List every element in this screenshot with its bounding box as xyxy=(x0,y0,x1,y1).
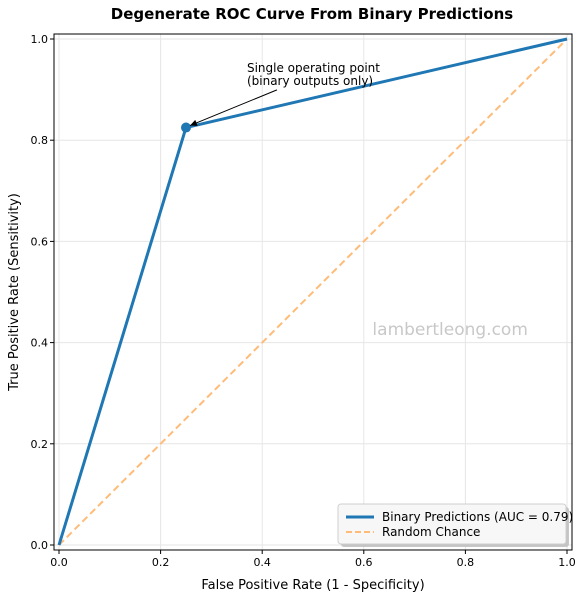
random-chance-line xyxy=(58,38,568,546)
chart-title: Degenerate ROC Curve From Binary Predict… xyxy=(111,5,514,23)
y-tick-label: 1.0 xyxy=(31,33,49,46)
x-tick-label: 0.2 xyxy=(152,556,170,569)
annotation-arrowhead xyxy=(190,119,198,126)
plot-frame xyxy=(53,33,573,551)
x-tick-label: 0.0 xyxy=(50,556,68,569)
annotation-arrow xyxy=(189,89,278,127)
x-axis-label: False Positive Rate (1 - Specificity) xyxy=(201,578,424,593)
x-tick-label: 0.8 xyxy=(457,556,475,569)
legend-label: Binary Predictions (AUC = 0.79) xyxy=(382,510,573,524)
annotation-text: Single operating point xyxy=(247,61,380,75)
annotation-text: (binary outputs only) xyxy=(247,74,373,88)
operating-point-marker xyxy=(181,122,191,133)
legend: Binary Predictions (AUC = 0.79)Random Ch… xyxy=(337,503,573,547)
y-tick-label: 0.4 xyxy=(31,337,49,350)
x-tick-label: 0.6 xyxy=(355,556,373,569)
legend-label: Random Chance xyxy=(382,525,480,539)
y-tick-label: 0.8 xyxy=(31,134,49,147)
ticks: 0.0 0.2 0.4 0.6 0.8 1.0 0.0 0.2 0.4 0.6 0.8 1.0 xyxy=(31,33,576,569)
legend-box xyxy=(337,503,567,545)
y-tick-label: 0.0 xyxy=(31,539,49,552)
y-axis-label: True Positive Rate (Sensitivity) xyxy=(7,193,22,392)
annotation-layer: Single operating point(binary outputs on… xyxy=(189,61,380,127)
watermark: lambertleong.com xyxy=(372,320,527,340)
grid xyxy=(54,34,572,550)
y-tick-label: 0.2 xyxy=(31,438,49,451)
y-tick-label: 0.6 xyxy=(31,235,49,248)
series-layer xyxy=(57,37,568,546)
x-tick-label: 0.4 xyxy=(253,556,271,569)
x-tick-label: 1.0 xyxy=(558,556,576,569)
